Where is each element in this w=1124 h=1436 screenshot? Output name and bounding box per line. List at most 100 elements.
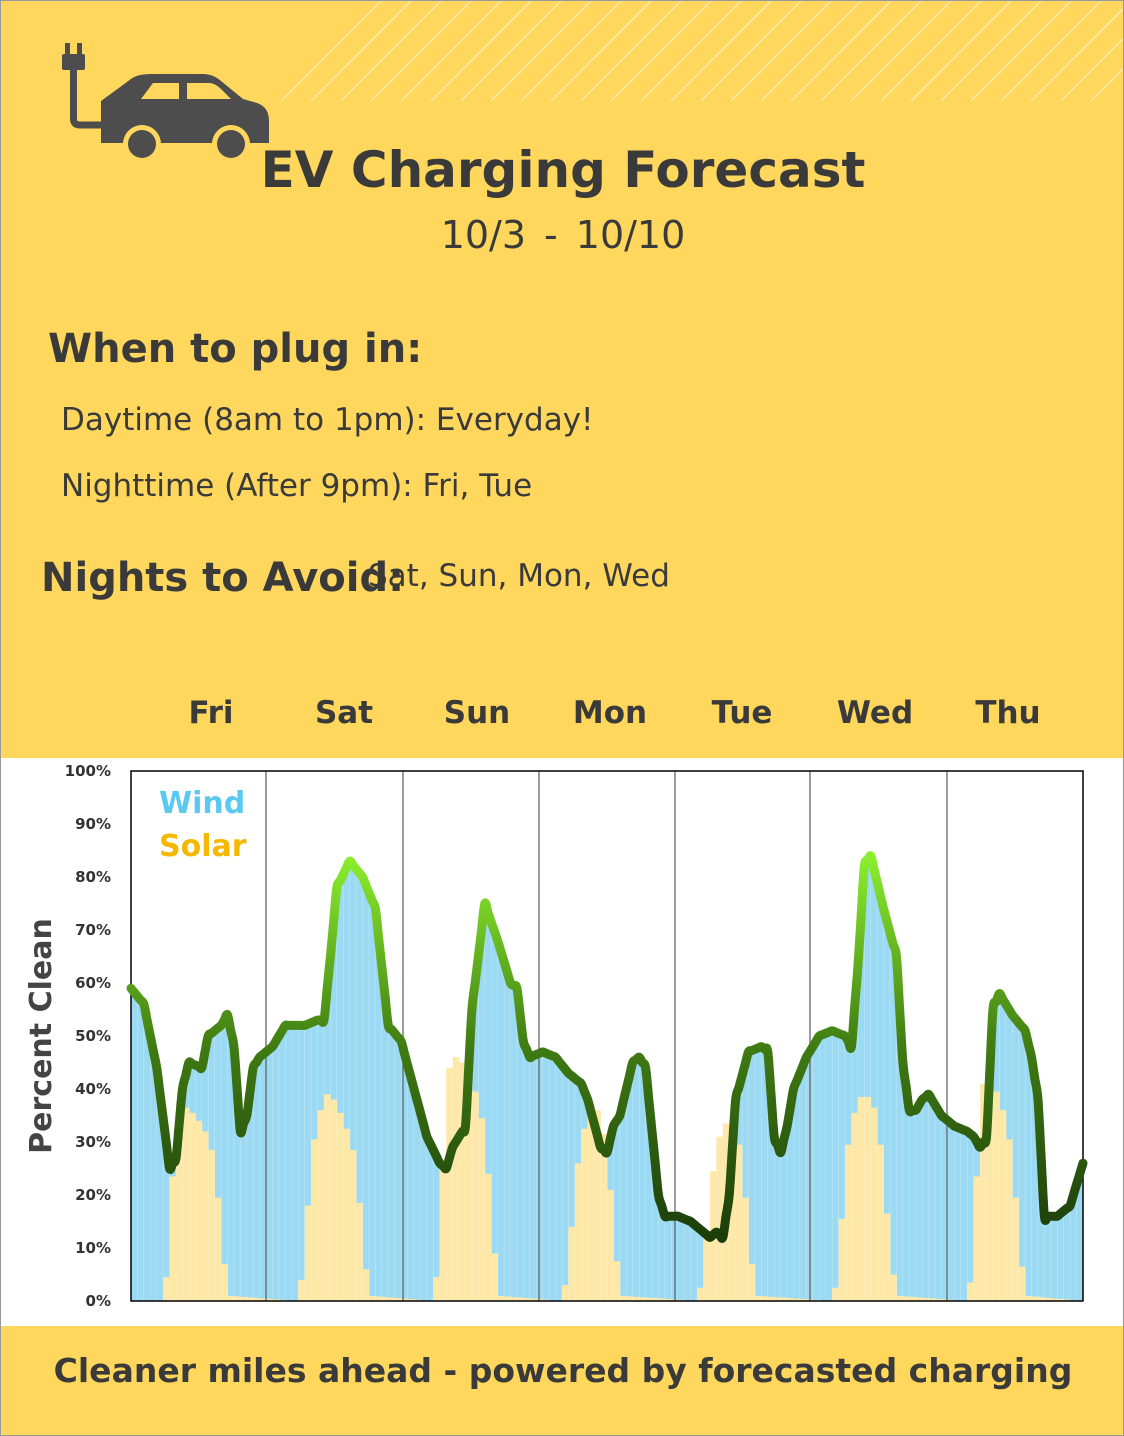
wind-bar bbox=[1012, 1018, 1020, 1301]
wind-bar bbox=[529, 1055, 537, 1301]
wind-bar bbox=[336, 880, 344, 1301]
day-label-mon: Mon bbox=[572, 695, 648, 731]
wind-bar bbox=[761, 1049, 769, 1301]
solar-bar bbox=[381, 1297, 389, 1301]
solar-bar bbox=[716, 1136, 724, 1301]
solar-bar bbox=[793, 1298, 801, 1301]
wind-bar bbox=[915, 1104, 923, 1301]
solar-bar bbox=[510, 1297, 518, 1301]
solar-bar bbox=[626, 1296, 634, 1301]
solar-bar bbox=[735, 1144, 743, 1301]
wind-bar bbox=[1063, 1208, 1071, 1301]
wind-bar bbox=[246, 1091, 254, 1301]
wind-bar bbox=[941, 1118, 949, 1301]
wind-bar bbox=[426, 1143, 434, 1301]
solar-bar bbox=[851, 1112, 859, 1301]
solar-bar bbox=[439, 1165, 447, 1301]
solar-bar bbox=[838, 1218, 846, 1301]
day-label-thu: Thu bbox=[975, 695, 1041, 731]
wind-bar bbox=[902, 1086, 910, 1301]
wind-bar bbox=[1018, 1026, 1026, 1301]
solar-bar bbox=[323, 1094, 331, 1301]
wind-bar bbox=[639, 1062, 646, 1301]
solar-bar bbox=[1025, 1295, 1032, 1301]
solar-bar bbox=[574, 1163, 582, 1301]
solar-bar bbox=[221, 1263, 228, 1301]
wind-bar bbox=[1070, 1195, 1077, 1301]
solar-bar bbox=[182, 1107, 190, 1301]
solar-bar bbox=[362, 1269, 370, 1301]
wind-bar bbox=[690, 1224, 698, 1301]
nighttime-recommendation: Nighttime (After 9pm): Fri, Tue bbox=[61, 468, 533, 504]
solar-bar bbox=[787, 1298, 794, 1301]
solar-bar bbox=[523, 1298, 531, 1301]
solar-bar bbox=[369, 1295, 376, 1301]
wind-bar bbox=[780, 1139, 788, 1301]
wind-bar bbox=[484, 912, 492, 1301]
y-tick-label: 30% bbox=[75, 1133, 111, 1151]
wind-bar bbox=[504, 972, 511, 1301]
solar-bar bbox=[253, 1297, 261, 1301]
clean-energy-chart: 0% 10% 20% 30% 40% 50% 60% 70% 80% 90% 100% Wind Sol… bbox=[24, 762, 1088, 1310]
day-label-tue: Tue bbox=[711, 695, 773, 731]
wind-bar bbox=[291, 1025, 299, 1301]
solar-bar bbox=[471, 1091, 479, 1301]
solar-bar bbox=[870, 1107, 878, 1301]
solar-bar bbox=[664, 1299, 672, 1301]
wind-bar bbox=[748, 1050, 756, 1301]
solar-bar bbox=[774, 1297, 782, 1301]
solar-bar bbox=[304, 1205, 312, 1301]
wind-bar bbox=[163, 1143, 170, 1301]
solar-bar bbox=[999, 1110, 1007, 1301]
solar-bar bbox=[394, 1298, 402, 1301]
solar-bar bbox=[176, 1102, 183, 1301]
solar-bar bbox=[600, 1134, 608, 1301]
wind-bar bbox=[754, 1047, 762, 1301]
wind-bar bbox=[253, 1062, 261, 1301]
solar-bar bbox=[407, 1299, 415, 1301]
solar-bar bbox=[317, 1110, 325, 1301]
solar-bar bbox=[163, 1277, 170, 1301]
solar-bar bbox=[401, 1298, 408, 1301]
solar-bar bbox=[298, 1279, 306, 1301]
solar-bar bbox=[1005, 1139, 1013, 1301]
solar-bar bbox=[703, 1234, 711, 1301]
solar-bar bbox=[311, 1139, 318, 1301]
solar-bar bbox=[992, 1091, 1000, 1301]
wind-bar bbox=[799, 1065, 807, 1301]
wind-bar bbox=[652, 1163, 659, 1301]
day-label-sun: Sun bbox=[443, 695, 511, 731]
solar-bar bbox=[266, 1298, 273, 1301]
legend-wind: Wind bbox=[159, 786, 245, 821]
wind-bar bbox=[1057, 1213, 1065, 1301]
legend-solar: Solar bbox=[159, 829, 247, 864]
y-tick-label: 90% bbox=[75, 815, 111, 833]
wind-bar bbox=[568, 1075, 576, 1301]
wind-bar bbox=[935, 1110, 942, 1301]
solar-bar bbox=[195, 1120, 203, 1301]
solar-bar bbox=[658, 1298, 666, 1301]
solar-bar bbox=[639, 1297, 646, 1301]
wind-bar bbox=[497, 951, 505, 1301]
wind-bar bbox=[478, 930, 486, 1301]
wind-bar bbox=[1025, 1043, 1032, 1301]
wind-bar bbox=[143, 1020, 151, 1301]
date-separator: - bbox=[544, 213, 558, 257]
solar-bar bbox=[967, 1282, 975, 1301]
solar-bar bbox=[922, 1297, 930, 1301]
solar-bar bbox=[980, 1083, 987, 1301]
solar-bar bbox=[619, 1295, 627, 1301]
solar-bar bbox=[909, 1296, 917, 1301]
solar-bar bbox=[607, 1189, 614, 1301]
wind-bar bbox=[407, 1077, 415, 1301]
solar-bar bbox=[767, 1296, 775, 1301]
decorative-stripes bbox=[280, 1, 1123, 101]
day-label-fri: Fri bbox=[188, 695, 234, 731]
solar-bar bbox=[890, 1274, 897, 1301]
wind-bar bbox=[381, 996, 389, 1301]
solar-bar bbox=[1018, 1266, 1026, 1301]
wind-bar bbox=[793, 1081, 801, 1301]
solar-bar bbox=[465, 1075, 473, 1301]
solar-bar bbox=[446, 1067, 454, 1301]
